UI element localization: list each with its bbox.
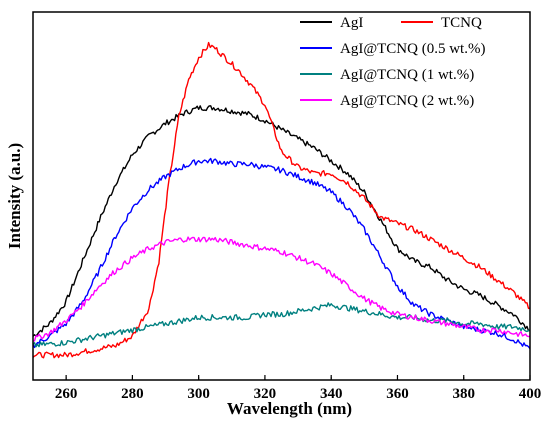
series-line-3 [33, 302, 530, 348]
x-tick-label: 280 [121, 386, 144, 402]
series-line-0 [33, 105, 530, 337]
x-tick-label: 300 [187, 386, 210, 402]
legend-label-0: AgI [340, 15, 363, 31]
legend: AgI TCNQ AgI@TCNQ (0.5 wt.%) AgI@TCNQ (1 wt… [300, 15, 485, 109]
x-tick-label: 360 [386, 386, 409, 402]
x-tick-label: 260 [55, 386, 78, 402]
series-line-4 [33, 236, 530, 342]
plot-frame [32, 11, 531, 381]
x-tick-label: 320 [254, 386, 277, 402]
series-line-1 [33, 41, 530, 359]
y-axis-title: Intensity (a.u.) [5, 143, 24, 249]
x-tick-label: 380 [452, 386, 475, 402]
x-axis-title: Wavelength (nm) [227, 399, 352, 418]
series-layer [33, 41, 530, 359]
x-tick-label: 340 [320, 386, 343, 402]
legend-label-1: TCNQ [441, 15, 482, 31]
x-axis-ticks: 260 280 300 320 340 360 380 400 [55, 375, 541, 402]
x-tick-label: 400 [519, 386, 542, 402]
legend-label-4: AgI@TCNQ (2 wt.%) [340, 93, 474, 109]
legend-label-3: AgI@TCNQ (1 wt.%) [340, 67, 474, 83]
legend-label-2: AgI@TCNQ (0.5 wt.%) [340, 41, 485, 57]
